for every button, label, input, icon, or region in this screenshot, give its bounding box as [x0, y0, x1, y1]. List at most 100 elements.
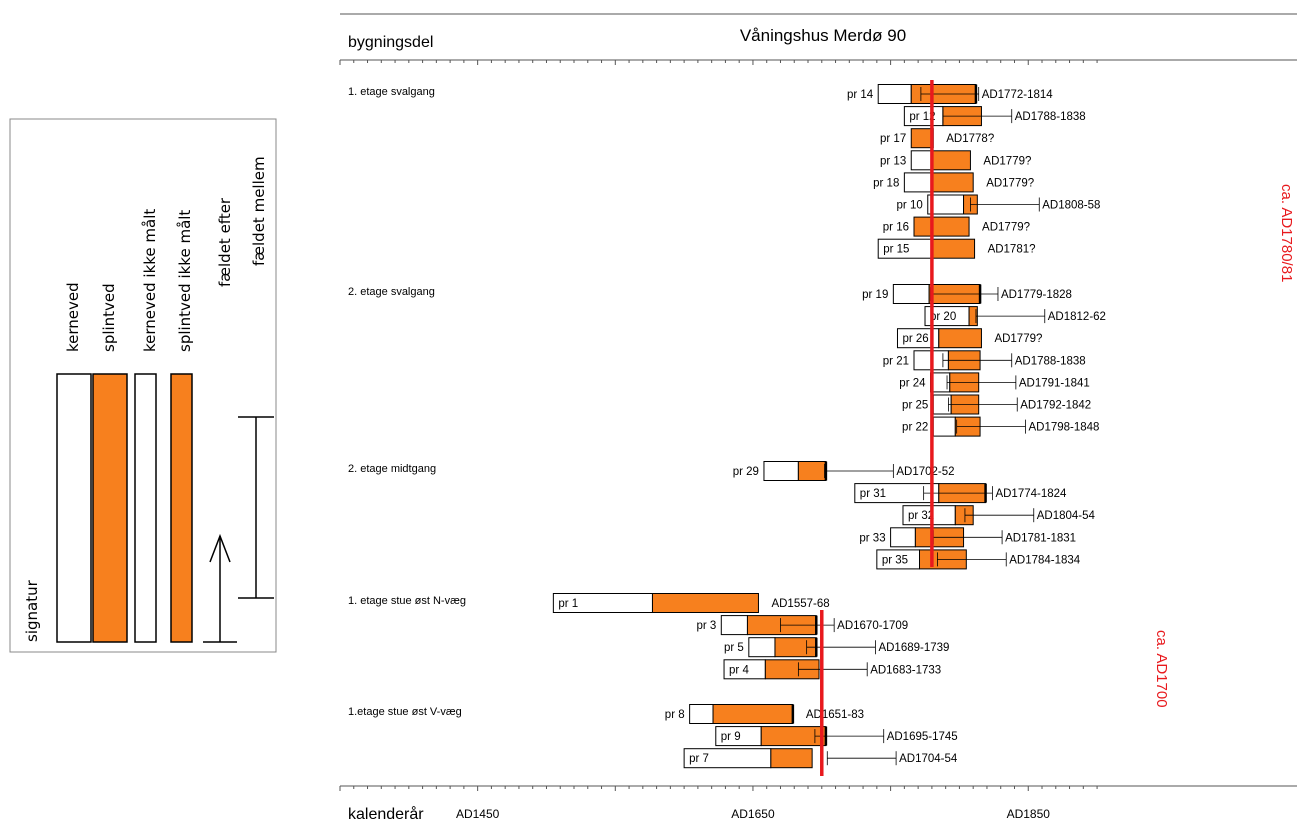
- sample-name: pr 26: [902, 333, 928, 345]
- dating-label: AD1788-1838: [1015, 111, 1086, 123]
- dating-label: AD1772-1814: [982, 89, 1054, 101]
- dating-label: AD1798-1848: [1028, 422, 1099, 434]
- legend-items: kerneved splintved kerneved ikke målt splin…: [56, 156, 274, 643]
- sample-name: pr 18: [873, 177, 899, 189]
- sample-name: pr 33: [859, 532, 885, 544]
- sample-name: pr 22: [902, 422, 928, 434]
- sapwood-bar: [712, 704, 794, 724]
- legend-label: kerneved: [64, 282, 82, 352]
- legend-label: splintved: [100, 283, 118, 352]
- heartwood-bar: [877, 84, 912, 104]
- dating-label: AD1689-1739: [878, 642, 949, 654]
- group-label: 1. etage stue øst N-væg: [348, 595, 466, 607]
- sapwood-bar: [770, 748, 813, 769]
- sample-name: pr 7: [689, 753, 709, 765]
- sample-name: pr 14: [847, 89, 874, 101]
- legend-swatch-splintved-ikke-maalt: [170, 373, 193, 643]
- sample-name: pr 13: [880, 155, 906, 167]
- sapwood-bar: [797, 461, 827, 481]
- sapwood-bar: [910, 128, 934, 149]
- legend-title: signatur: [23, 579, 41, 642]
- dating-label: AD1779-1828: [1001, 289, 1072, 301]
- legend-arrow-head: [209, 533, 231, 563]
- sample-name: pr 15: [883, 244, 909, 256]
- dating-label: AD1651-83: [806, 709, 864, 721]
- sample-name: pr 19: [862, 289, 888, 301]
- legend-label: splintved ikke målt: [176, 210, 194, 352]
- legend-swatch-kerneved-ikke-maalt: [134, 373, 157, 643]
- axes: AD1450 AD1650 AD1850: [339, 13, 1297, 821]
- x-tick-label: AD1650: [731, 807, 775, 821]
- sample-name: pr 17: [880, 133, 906, 145]
- dating-label: AD1779?: [982, 222, 1030, 234]
- sapwood-bar: [913, 216, 970, 237]
- heartwood-bar: [748, 637, 776, 658]
- felling-label: ca. AD1780/81: [1278, 184, 1295, 282]
- sample-name: pr 20: [930, 311, 956, 323]
- dating-label: AD1792-1842: [1020, 400, 1091, 412]
- dating-label: AD1702-52: [896, 466, 954, 478]
- sample-name: pr 8: [665, 709, 685, 721]
- sample-name: pr 21: [883, 355, 909, 367]
- bars-layer: 1. etage svalgang pr 14 AD1772-1814 pr 12 AD…: [348, 84, 1106, 769]
- felling-label: ca. AD1700: [1153, 630, 1170, 708]
- dating-label: AD1784-1834: [1009, 554, 1081, 566]
- sapwood-bar: [931, 150, 971, 171]
- group-label: 2. etage svalgang: [348, 286, 435, 298]
- legend-label: kerneved ikke målt: [141, 209, 159, 352]
- sample-name: pr 31: [860, 488, 886, 500]
- y-axis-label: bygningsdel: [348, 34, 433, 51]
- dating-label: AD1781-1831: [1005, 532, 1076, 544]
- sample-name: pr 32: [908, 510, 934, 522]
- sample-name: pr 4: [729, 664, 749, 676]
- sample-name: pr 24: [899, 377, 926, 389]
- heartwood-bar: [903, 172, 933, 193]
- sapwood-bar: [651, 593, 759, 613]
- group-label: 1. etage svalgang: [348, 86, 435, 98]
- dating-label: AD1683-1733: [870, 664, 941, 676]
- heartwood-bar: [689, 704, 714, 724]
- dating-label: AD1812-62: [1048, 311, 1106, 323]
- sample-name: pr 10: [897, 200, 923, 212]
- x-tick-label: AD1850: [1007, 807, 1051, 821]
- dating-label: AD1670-1709: [837, 620, 908, 632]
- sample-name: pr 5: [724, 642, 744, 654]
- chart-title: Våningshus Merdø 90: [740, 26, 906, 45]
- legend: kerneved splintved kerneved ikke målt splin…: [9, 118, 277, 653]
- group-label: 1.etage stue øst V-væg: [348, 706, 462, 718]
- dating-label: AD1778?: [946, 133, 994, 145]
- dating-label: AD1791-1841: [1019, 377, 1090, 389]
- sapwood-bar: [931, 172, 974, 193]
- dating-label: AD1779?: [986, 177, 1034, 189]
- sample-name: pr 3: [696, 620, 716, 632]
- dating-label: AD1779?: [983, 155, 1031, 167]
- dating-label: AD1774-1824: [995, 488, 1067, 500]
- legend-label: fældet mellem: [250, 156, 268, 266]
- dating-label: AD1808-58: [1042, 200, 1100, 212]
- heartwood-bar: [892, 284, 930, 304]
- sapwood-bar: [938, 328, 982, 349]
- heartwood-bar: [763, 461, 799, 481]
- sample-name: pr 25: [902, 400, 928, 412]
- sample-name: pr 12: [909, 111, 935, 123]
- sample-name: pr 29: [733, 466, 759, 478]
- legend-swatch-kerneved: [56, 373, 92, 643]
- legend-swatch-splintved: [92, 373, 128, 643]
- legend-label: fældet efter: [216, 197, 234, 287]
- group-label: 2. etage midtgang: [348, 463, 436, 475]
- dating-label: AD1557-68: [771, 598, 829, 610]
- sample-name: pr 1: [558, 598, 578, 610]
- heartwood-bar: [720, 615, 748, 636]
- dating-label: AD1695-1745: [887, 731, 958, 743]
- felling-lines-layer: ca. AD1780/81 ca. AD1700: [820, 80, 1295, 776]
- x-axis-label: kalenderår: [348, 805, 424, 823]
- dating-label: AD1788-1838: [1015, 355, 1086, 367]
- sample-name: pr 9: [721, 731, 741, 743]
- dating-label: AD1804-54: [1037, 510, 1096, 522]
- sample-name: pr 16: [883, 222, 909, 234]
- dating-label: AD1704-54: [899, 753, 958, 765]
- sapwood-bar: [931, 238, 976, 259]
- heartwood-bar: [932, 416, 956, 437]
- x-tick-label: AD1450: [456, 807, 500, 821]
